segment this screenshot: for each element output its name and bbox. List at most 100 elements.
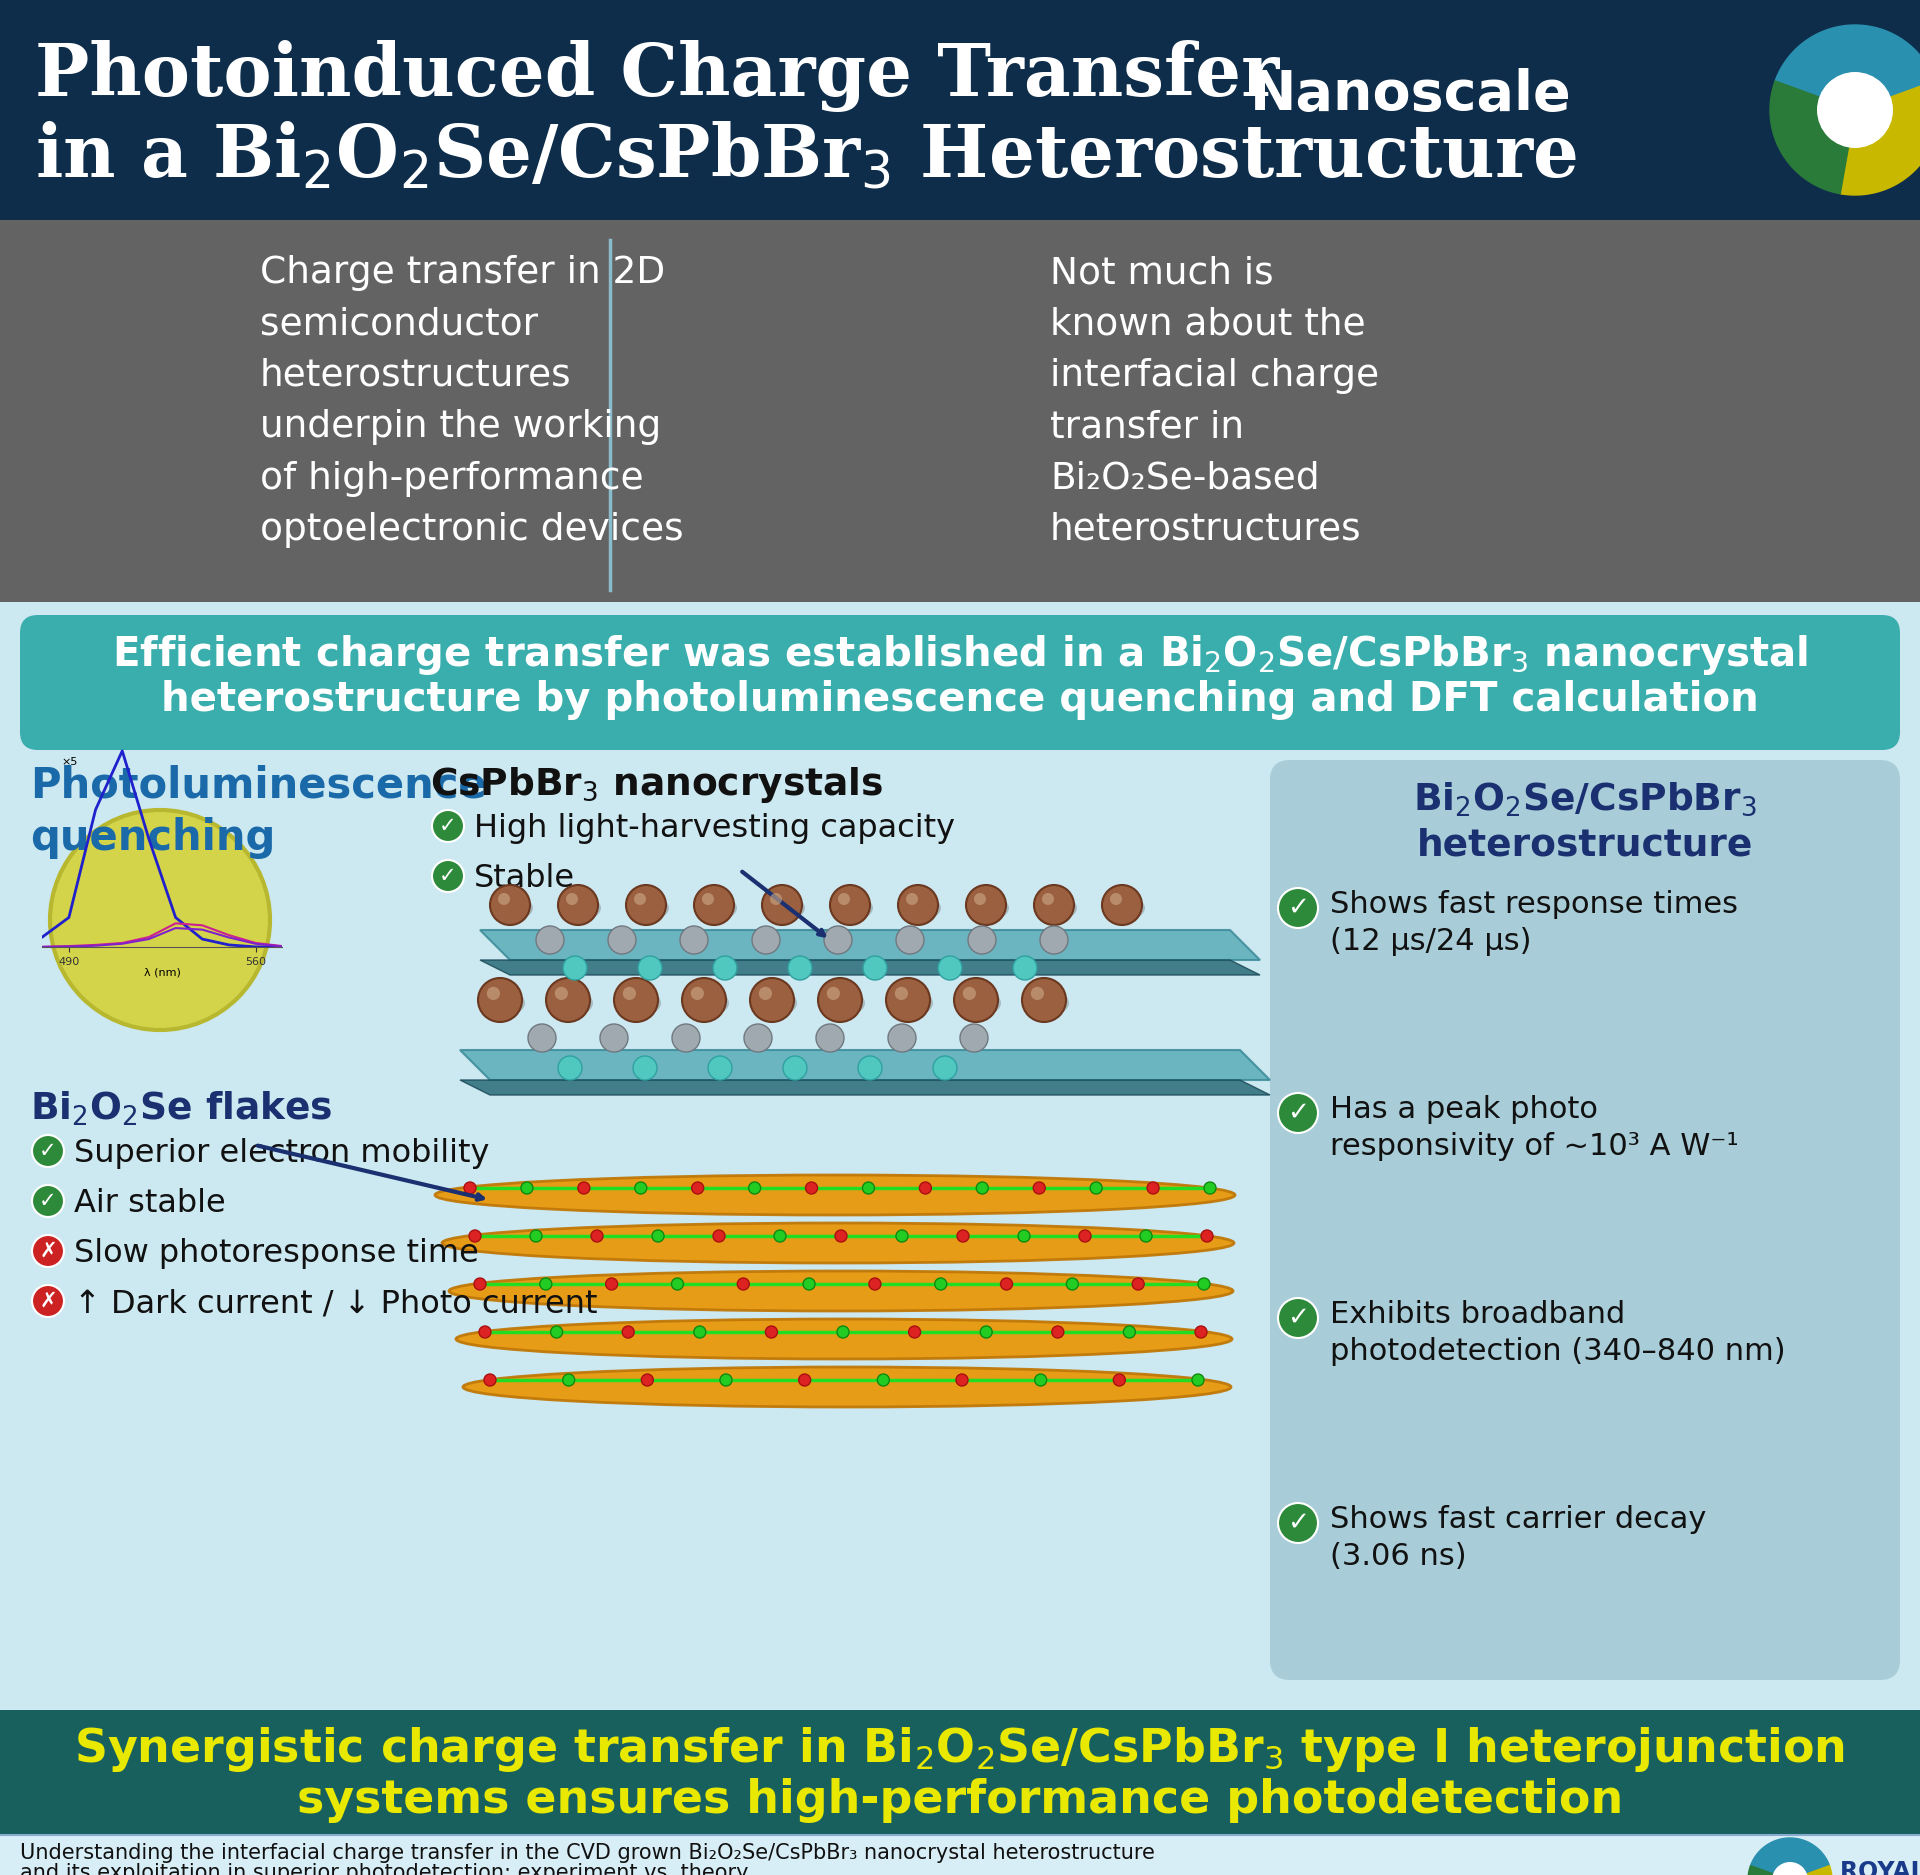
Circle shape xyxy=(528,1024,557,1052)
Circle shape xyxy=(720,1374,732,1386)
Circle shape xyxy=(474,1279,486,1290)
Circle shape xyxy=(1198,1279,1210,1290)
Text: High light-harvesting capacity: High light-harvesting capacity xyxy=(474,814,954,844)
Circle shape xyxy=(478,1326,492,1339)
Circle shape xyxy=(680,926,708,954)
Ellipse shape xyxy=(833,896,874,921)
Circle shape xyxy=(488,986,499,999)
Circle shape xyxy=(829,885,870,924)
Text: ×5: ×5 xyxy=(61,758,79,767)
Circle shape xyxy=(634,1056,657,1080)
Ellipse shape xyxy=(822,990,866,1016)
Circle shape xyxy=(1079,1230,1091,1241)
Circle shape xyxy=(672,1279,684,1290)
Text: ✓: ✓ xyxy=(1286,1305,1309,1331)
Circle shape xyxy=(1043,892,1054,906)
Circle shape xyxy=(530,1230,541,1241)
Ellipse shape xyxy=(549,990,593,1016)
Polygon shape xyxy=(480,960,1260,975)
Polygon shape xyxy=(1751,1838,1830,1873)
Text: Slow photoresponse time: Slow photoresponse time xyxy=(75,1238,478,1269)
Circle shape xyxy=(478,979,522,1022)
Circle shape xyxy=(783,1056,806,1080)
Text: ✓: ✓ xyxy=(38,1191,58,1211)
Circle shape xyxy=(559,885,597,924)
Ellipse shape xyxy=(482,990,524,1016)
Circle shape xyxy=(599,1024,628,1052)
Circle shape xyxy=(745,1024,772,1052)
Text: Has a peak photo
responsivity of ~10³ A W⁻¹: Has a peak photo responsivity of ~10³ A … xyxy=(1331,1095,1740,1161)
Text: Efficient charge transfer was established in a Bi$_2$O$_2$Se/CsPbBr$_3$ nanocrys: Efficient charge transfer was establishe… xyxy=(111,634,1809,677)
Circle shape xyxy=(858,1056,881,1080)
Circle shape xyxy=(578,1181,589,1194)
Circle shape xyxy=(885,979,929,1022)
Bar xyxy=(0,219,1920,609)
Circle shape xyxy=(497,892,511,906)
Circle shape xyxy=(691,1181,705,1194)
Ellipse shape xyxy=(1037,896,1077,921)
Circle shape xyxy=(1140,1230,1152,1241)
Text: Bi$_2$O$_2$Se flakes: Bi$_2$O$_2$Se flakes xyxy=(31,1089,332,1129)
Circle shape xyxy=(712,956,737,981)
Circle shape xyxy=(432,861,465,892)
Circle shape xyxy=(693,1326,707,1339)
Circle shape xyxy=(432,810,465,842)
Text: Photoluminescence
quenching: Photoluminescence quenching xyxy=(31,765,486,859)
Circle shape xyxy=(465,1181,476,1194)
Bar xyxy=(0,1710,1920,1836)
Ellipse shape xyxy=(561,896,601,921)
Circle shape xyxy=(1052,1326,1064,1339)
Circle shape xyxy=(818,979,862,1022)
Text: Synergistic charge transfer in Bi$_2$O$_2$Se/CsPbBr$_3$ type I heterojunction: Synergistic charge transfer in Bi$_2$O$_… xyxy=(75,1725,1845,1774)
Polygon shape xyxy=(1776,24,1920,98)
Text: systems ensures high-performance photodetection: systems ensures high-performance photode… xyxy=(298,1778,1622,1822)
Circle shape xyxy=(1033,1181,1044,1194)
Text: ↑ Dark current / ↓ Photo current: ↑ Dark current / ↓ Photo current xyxy=(75,1288,597,1318)
Ellipse shape xyxy=(457,1318,1233,1359)
Circle shape xyxy=(653,1230,664,1241)
Text: in a Bi$_2$O$_2$Se/CsPbBr$_3$ Heterostructure: in a Bi$_2$O$_2$Se/CsPbBr$_3$ Heterostru… xyxy=(35,120,1576,191)
Ellipse shape xyxy=(463,1367,1231,1406)
Circle shape xyxy=(956,1230,970,1241)
Circle shape xyxy=(708,1056,732,1080)
Circle shape xyxy=(545,979,589,1022)
Circle shape xyxy=(1204,1181,1215,1194)
Circle shape xyxy=(551,1326,563,1339)
Circle shape xyxy=(766,1326,778,1339)
Ellipse shape xyxy=(442,1222,1235,1264)
Text: ✓: ✓ xyxy=(1286,894,1309,921)
Circle shape xyxy=(672,1024,701,1052)
FancyBboxPatch shape xyxy=(19,615,1901,750)
Circle shape xyxy=(1279,889,1317,928)
Circle shape xyxy=(835,1230,847,1241)
Polygon shape xyxy=(461,1080,1269,1095)
Circle shape xyxy=(806,1181,818,1194)
Polygon shape xyxy=(1747,1866,1788,1875)
Text: Air stable: Air stable xyxy=(75,1189,227,1219)
Circle shape xyxy=(33,1134,63,1166)
Circle shape xyxy=(828,986,841,999)
Text: heterostructure by photoluminescence quenching and DFT calculation: heterostructure by photoluminescence que… xyxy=(161,681,1759,720)
Circle shape xyxy=(33,1185,63,1217)
Ellipse shape xyxy=(764,896,804,921)
Text: ✓: ✓ xyxy=(1286,1101,1309,1127)
X-axis label: λ (nm): λ (nm) xyxy=(144,968,180,979)
Circle shape xyxy=(753,926,780,954)
Text: ✓: ✓ xyxy=(440,866,457,887)
Circle shape xyxy=(968,926,996,954)
Circle shape xyxy=(962,986,975,999)
Circle shape xyxy=(895,986,908,999)
Circle shape xyxy=(935,1279,947,1290)
Circle shape xyxy=(749,1181,760,1194)
Circle shape xyxy=(693,885,733,924)
Circle shape xyxy=(816,1024,845,1052)
Text: and its exploitation in superior photodetection: experiment vs. theory: and its exploitation in superior photode… xyxy=(19,1864,749,1875)
Ellipse shape xyxy=(970,896,1010,921)
Text: Bi$_2$O$_2$Se/CsPbBr$_3$: Bi$_2$O$_2$Se/CsPbBr$_3$ xyxy=(1413,780,1757,818)
Ellipse shape xyxy=(493,896,534,921)
Circle shape xyxy=(897,1230,908,1241)
Circle shape xyxy=(1041,926,1068,954)
Circle shape xyxy=(939,956,962,981)
Circle shape xyxy=(555,986,568,999)
Circle shape xyxy=(484,1374,495,1386)
